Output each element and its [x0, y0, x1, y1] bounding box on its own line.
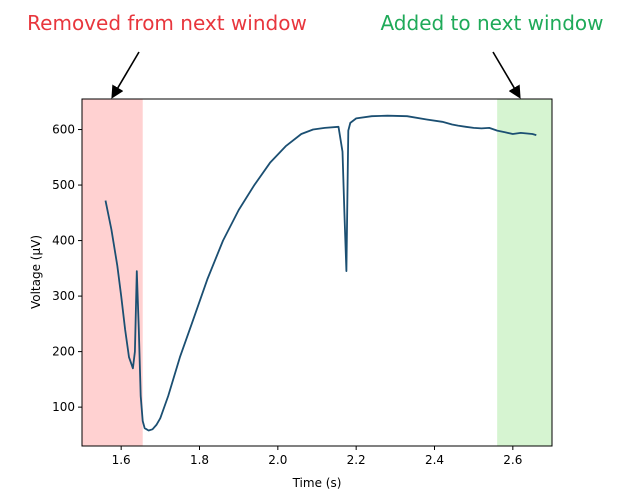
removed-annotation: Removed from next window	[27, 11, 307, 35]
series-layer	[104, 114, 537, 432]
added-arrow	[492, 51, 521, 99]
y-tick-label: 600	[52, 123, 75, 137]
added-annotation: Added to next window	[380, 11, 603, 35]
axis-ticks: 1.6 1.8 2.0 2.2 2.4 2.6 100 200 300 400 500 600	[52, 123, 522, 467]
y-tick-label: 300	[52, 289, 75, 303]
y-tick-label: 500	[52, 178, 75, 192]
y-axis-label: Voltage (μV)	[29, 235, 43, 309]
x-tick-label: 2.4	[425, 453, 444, 467]
highlight-region-1	[497, 99, 552, 446]
y-tick-label: 200	[52, 345, 75, 359]
x-tick-label: 1.8	[190, 453, 209, 467]
removed-arrow	[111, 51, 140, 99]
x-tick-label: 1.6	[112, 453, 131, 467]
x-axis-label: Time (s)	[292, 476, 342, 490]
highlight-region-0	[82, 99, 143, 446]
highlight-regions	[82, 99, 552, 446]
plot-frame	[81, 98, 553, 447]
x-tick-label: 2.2	[347, 453, 366, 467]
x-tick-label: 2.0	[268, 453, 287, 467]
series-line-0	[104, 114, 537, 432]
y-tick-label: 100	[52, 400, 75, 414]
x-tick-label: 2.6	[503, 453, 522, 467]
y-tick-label: 400	[52, 234, 75, 248]
